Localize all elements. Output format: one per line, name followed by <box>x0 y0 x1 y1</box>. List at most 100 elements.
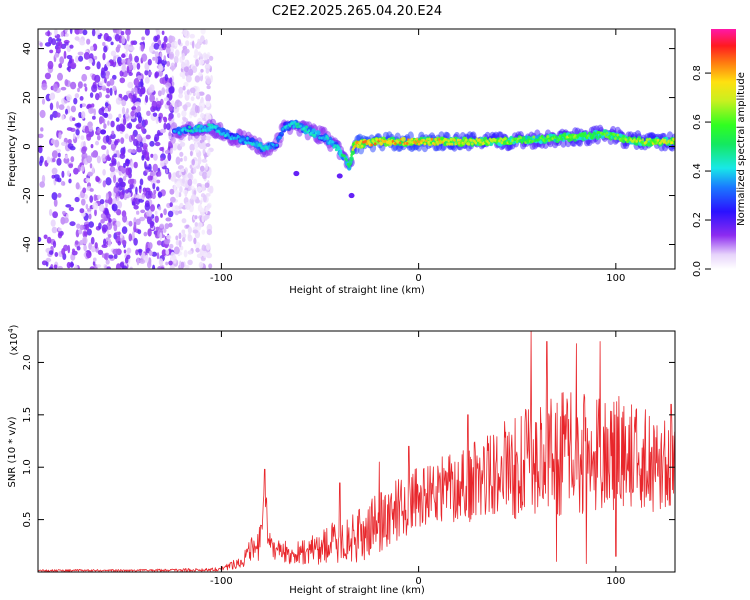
noise-blob <box>181 52 186 61</box>
noise-blob <box>205 163 209 171</box>
ridge-blob <box>570 138 573 141</box>
noise-blob <box>115 231 121 236</box>
noise-blob <box>168 172 172 180</box>
noise-blob <box>68 206 75 212</box>
noise-blob <box>153 189 157 195</box>
ridge-blob <box>297 122 300 126</box>
noise-blob <box>177 38 182 46</box>
noise-blob <box>88 125 93 132</box>
noise-blob <box>159 160 165 167</box>
ridge-blob <box>595 135 598 139</box>
noise-blob <box>173 184 177 192</box>
x-tick-label: -100 <box>210 576 233 587</box>
noise-blob <box>185 40 190 47</box>
noise-blob <box>41 260 48 266</box>
noise-blob <box>67 139 72 144</box>
noise-blob <box>58 132 62 140</box>
noise-blob <box>139 141 144 148</box>
noise-blob <box>197 222 203 228</box>
ridge-blob <box>594 132 597 136</box>
noise-blob <box>191 40 195 49</box>
noise-blob <box>85 203 89 210</box>
ridge-blob <box>616 133 620 137</box>
noise-blob <box>187 250 193 255</box>
noise-blob <box>179 71 185 78</box>
noise-blob <box>53 264 58 269</box>
noise-blob <box>189 150 193 157</box>
noise-blob <box>119 70 124 77</box>
noise-blob <box>183 82 189 87</box>
ridge-blob <box>398 141 402 145</box>
noise-blob <box>121 226 128 235</box>
ridge-blob <box>420 141 423 145</box>
noise-blob <box>121 99 127 107</box>
noise-blob <box>113 174 117 184</box>
noise-blob <box>159 77 165 84</box>
noise-blob <box>48 209 53 216</box>
ridge-blob <box>499 137 503 141</box>
ridge-blob <box>187 129 190 133</box>
ridge-blob <box>661 138 665 142</box>
ridge-blob <box>255 141 259 145</box>
ridge-blob <box>410 137 414 141</box>
noise-blob <box>100 213 106 219</box>
ridge-blob <box>350 153 353 157</box>
noise-blob <box>104 102 109 108</box>
noise-blob <box>77 51 84 56</box>
noise-blob <box>158 206 162 211</box>
ridge-blob <box>416 140 420 143</box>
noise-blob <box>145 190 152 199</box>
noise-blob <box>56 158 62 166</box>
ridge-blob <box>349 156 354 162</box>
noise-blob <box>133 87 138 93</box>
noise-blob <box>49 49 54 54</box>
noise-blob <box>152 112 158 117</box>
ridge-blob <box>433 142 436 146</box>
noise-blob <box>106 87 110 94</box>
noise-blob <box>165 261 169 266</box>
noise-blob <box>107 239 112 247</box>
noise-blob <box>93 257 97 262</box>
ridge-blob <box>280 131 284 135</box>
ridge-blob <box>518 139 521 143</box>
noise-blob <box>81 111 86 120</box>
noise-blob <box>183 66 189 73</box>
ridge-blob <box>471 142 474 146</box>
noise-blob <box>61 141 67 146</box>
ridge-blob <box>292 125 295 129</box>
noise-blob <box>142 137 147 144</box>
noise-blob <box>72 248 75 253</box>
noise-blob <box>141 149 147 156</box>
noise-blob <box>54 139 60 148</box>
noise-blob <box>84 66 91 70</box>
noise-blob <box>73 167 79 175</box>
noise-blob <box>97 249 104 255</box>
noise-blob <box>113 140 119 146</box>
snr-series-line <box>38 331 675 572</box>
noise-blob <box>49 94 54 100</box>
noise-blob <box>173 55 179 64</box>
noise-blob <box>102 41 106 47</box>
noise-blob <box>86 38 91 45</box>
noise-blob <box>182 233 187 239</box>
noise-blob <box>181 237 186 243</box>
snr-y-axis-label: SNR (10 * v/v) <box>7 416 18 487</box>
ridge-blob <box>415 137 419 141</box>
ridge-blob <box>670 141 674 145</box>
ridge-blob <box>467 142 471 146</box>
noise-blob <box>184 190 188 197</box>
ridge-blob <box>197 124 201 128</box>
ridge-blob <box>275 143 279 147</box>
noise-blob <box>190 96 195 101</box>
noise-blob <box>139 185 142 190</box>
noise-blob <box>205 100 211 108</box>
noise-blob <box>66 261 71 269</box>
ridge-blob <box>434 138 437 141</box>
noise-blob <box>165 249 170 255</box>
ridge-blob <box>563 134 566 137</box>
noise-blob <box>160 213 163 218</box>
ridge-blob <box>279 136 282 140</box>
noise-blob <box>194 142 198 150</box>
noise-blob <box>181 30 187 35</box>
ridge-blob <box>498 139 501 143</box>
